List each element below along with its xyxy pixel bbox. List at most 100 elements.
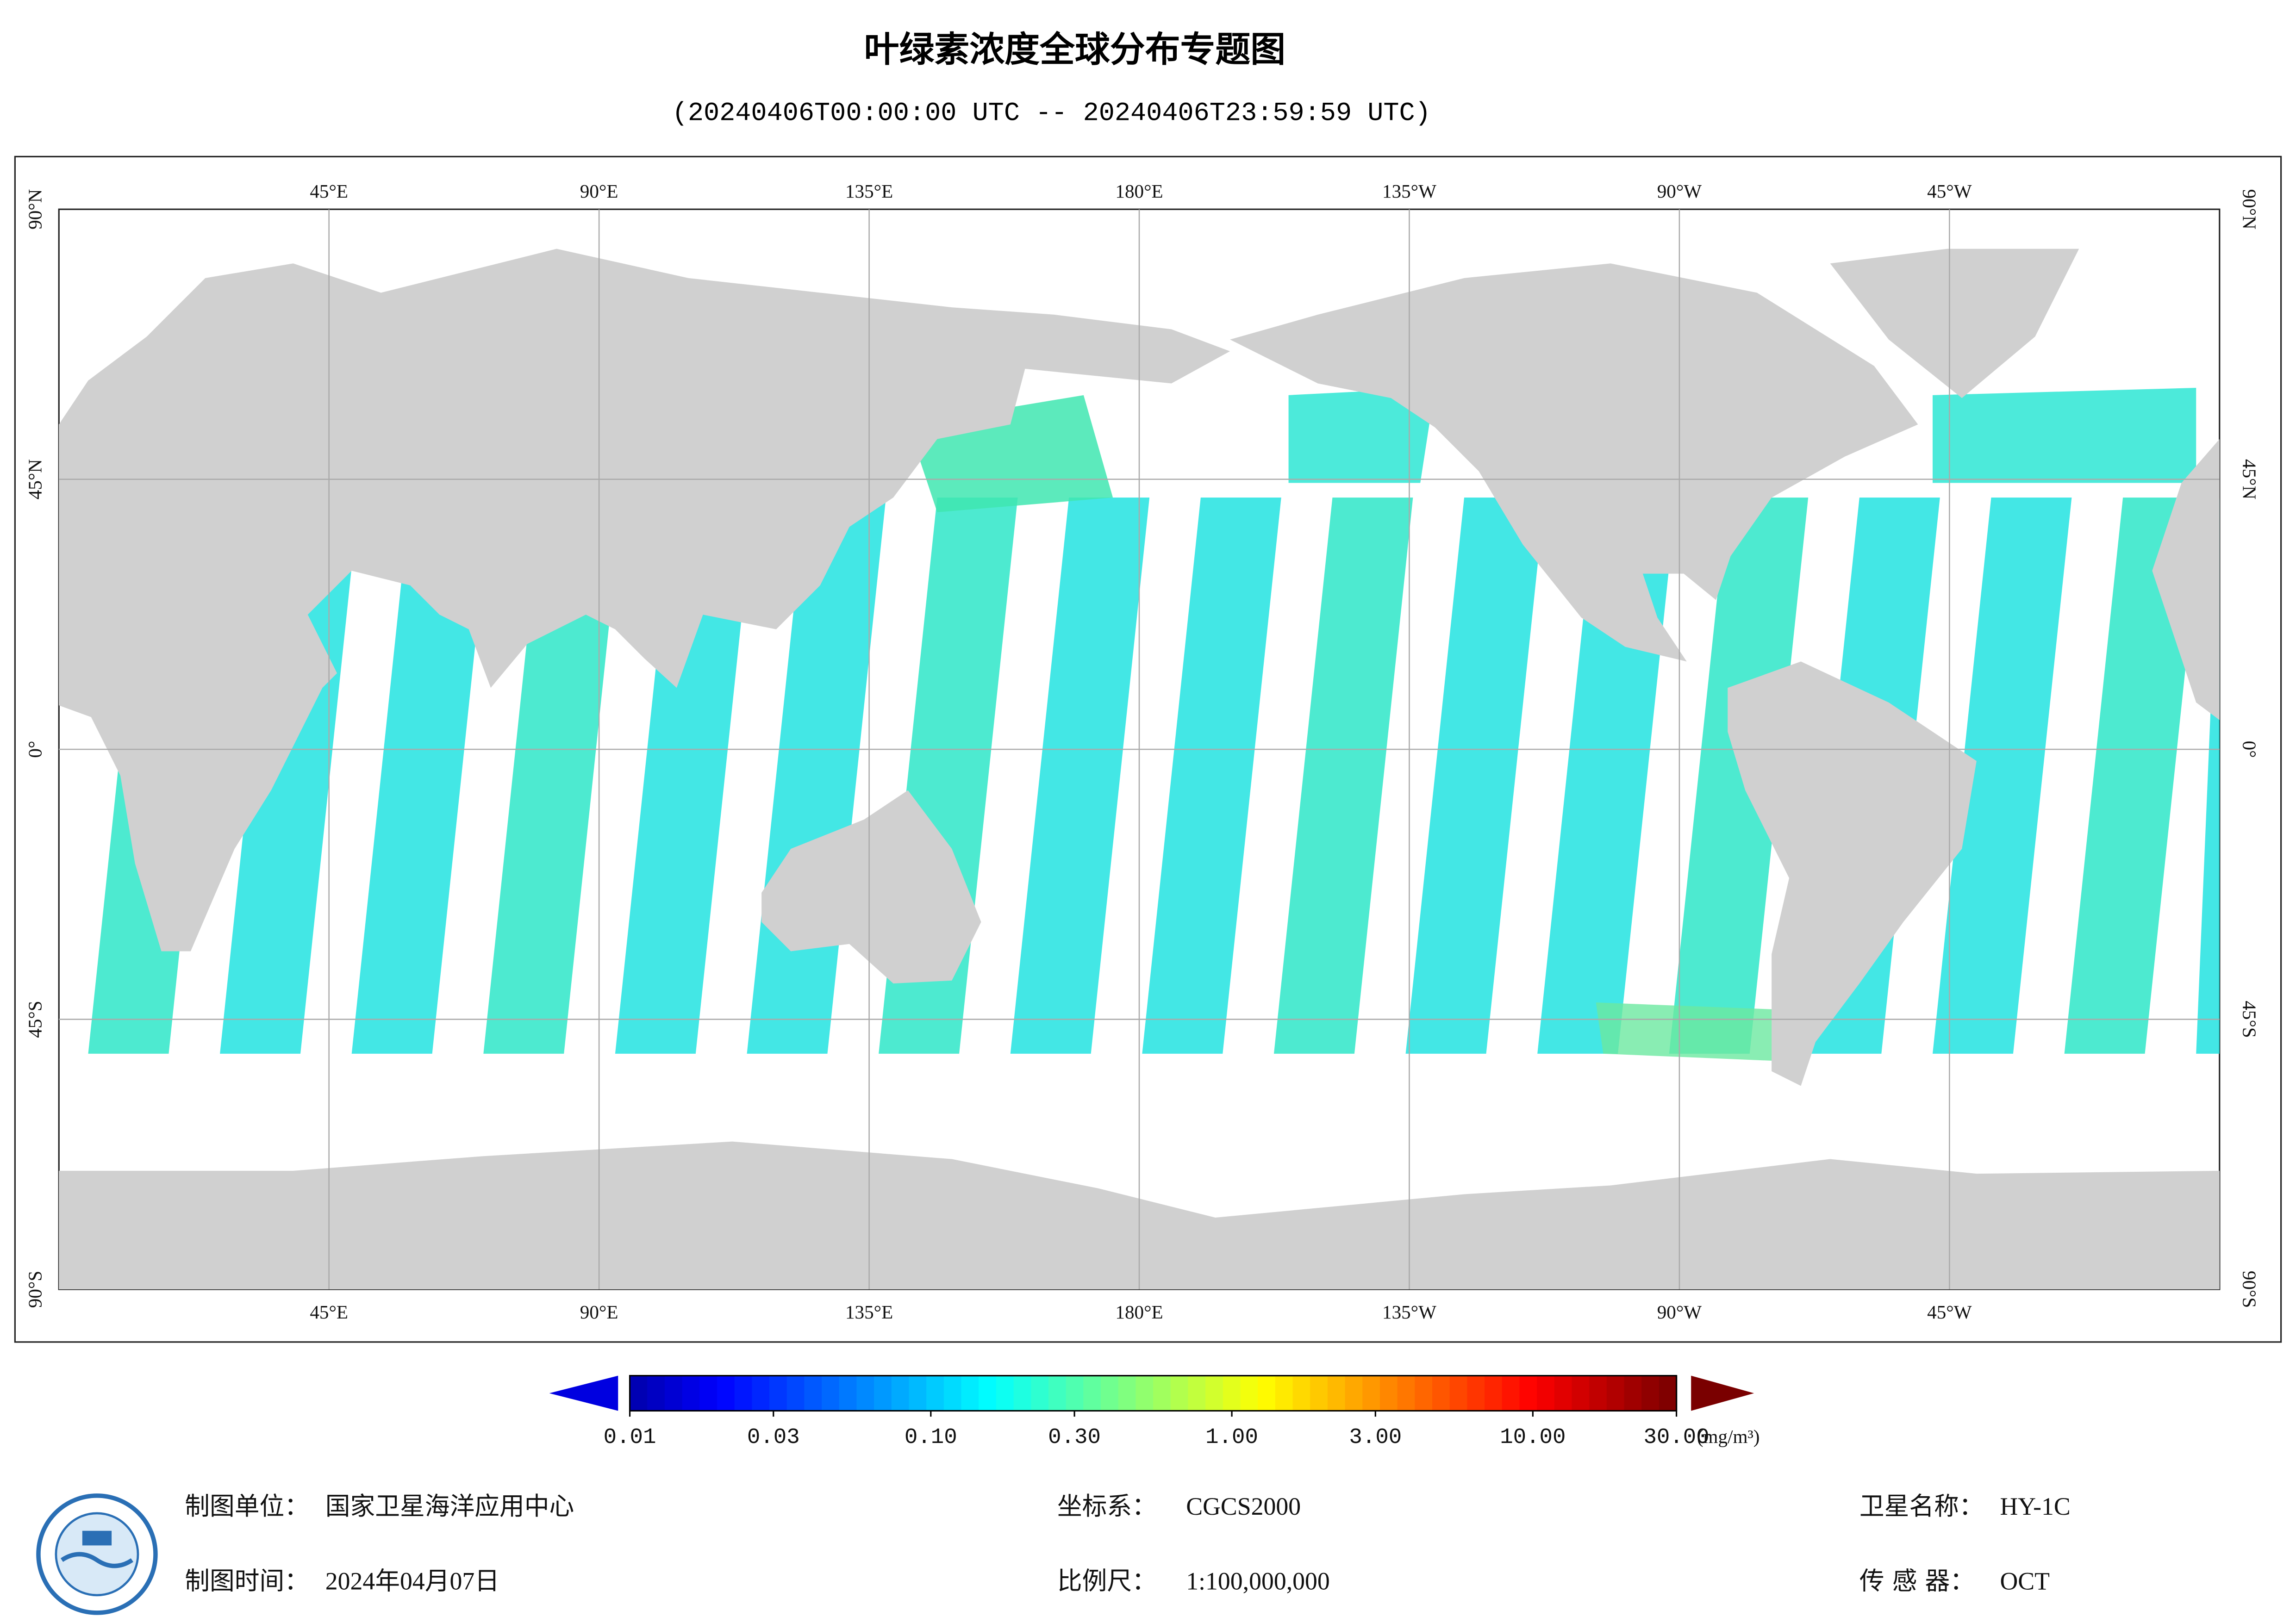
lon-label: 180°E <box>1115 180 1163 202</box>
map: 45°E 45°E 90°E 90°E 135°E 135°E 180°E 180°E 135°… <box>24 180 2260 1323</box>
colorbar-cell <box>1031 1375 1049 1411</box>
footer-label: 坐标系： <box>1057 1492 1157 1521</box>
colorbar-cell <box>1136 1375 1154 1411</box>
colorbar-cell <box>1572 1375 1590 1411</box>
ocean-swath <box>2064 497 2204 1054</box>
colorbar-cell <box>874 1375 892 1411</box>
colorbar-border <box>629 1374 1678 1412</box>
lat-label: 90°N <box>2239 189 2260 230</box>
title: 叶绿素浓度全球分布专题图 <box>864 29 1286 70</box>
colorbar-cell <box>1310 1375 1329 1411</box>
colorbar-cell <box>1485 1375 1503 1411</box>
ocean-swath <box>1932 497 2072 1054</box>
colorbar-cell <box>1659 1375 1678 1411</box>
ocean-swath <box>483 497 623 1054</box>
colorbar-under <box>549 1375 618 1411</box>
colorbar-cell <box>699 1375 718 1411</box>
colorbar-cell <box>1606 1375 1625 1411</box>
colorbar-cell <box>1397 1375 1416 1411</box>
colorbar-cell <box>1554 1375 1573 1411</box>
ocean-swath <box>220 497 359 1054</box>
colorbar-cell <box>804 1375 823 1411</box>
lon-label: 45°W <box>1927 180 1972 202</box>
lon-label: 90°W <box>1657 180 1702 202</box>
colorbar-cell <box>664 1375 683 1411</box>
lon-label: 135°W <box>1382 180 1436 202</box>
ocean-swath <box>351 497 491 1054</box>
colorbar-cell <box>1153 1375 1172 1411</box>
colorbar-cell <box>996 1375 1015 1411</box>
lat-label: 45°N <box>2239 459 2260 499</box>
colorbar-cell <box>1118 1375 1136 1411</box>
footer-label: 传 感 器： <box>1859 1566 1975 1595</box>
ocean-swath <box>1010 497 1150 1054</box>
colorbar-cell <box>926 1375 945 1411</box>
colorbar-cell <box>1083 1375 1102 1411</box>
colorbar-cell <box>1519 1375 1538 1411</box>
colorbar-over <box>1691 1375 1754 1411</box>
colorbar-cell <box>1537 1375 1555 1411</box>
colorbar-cell <box>1188 1375 1206 1411</box>
lon-label: 135°W <box>1382 1301 1436 1323</box>
colorbar-cell <box>1223 1375 1242 1411</box>
ocean-swath <box>1669 497 1809 1054</box>
colorbar-cell <box>1502 1375 1521 1411</box>
logo <box>36 1493 158 1615</box>
ocean-swath <box>615 497 755 1054</box>
colorbar-tick-label: 0.03 <box>747 1425 800 1450</box>
colorbar-cell <box>839 1375 858 1411</box>
lon-label: 90°W <box>1657 1301 1702 1323</box>
footer-value: 国家卫星海洋应用中心 <box>325 1492 574 1520</box>
colorbar-cell <box>734 1375 753 1411</box>
footer-value: 1:100,000,000 <box>1186 1567 1330 1595</box>
colorbar-cell <box>1013 1375 1032 1411</box>
colorbar-unit: (mg/m³) <box>1697 1426 1760 1448</box>
lat-label: 0° <box>24 741 45 758</box>
colorbar-tick-label: 10.00 <box>1500 1425 1566 1450</box>
colorbar-cell <box>1066 1375 1084 1411</box>
lat-label: 45°S <box>24 1001 45 1038</box>
colorbar-cell <box>1641 1375 1660 1411</box>
lon-label: 45°E <box>310 180 348 202</box>
lat-label: 45°N <box>24 459 45 499</box>
footer-value: 2024年04月07日 <box>325 1567 499 1595</box>
colorbar-cell <box>1258 1375 1276 1411</box>
colorbar-cell <box>1327 1375 1346 1411</box>
colorbar-cell <box>647 1375 666 1411</box>
ocean-swath <box>1596 1002 1786 1061</box>
footer-value: HY-1C <box>2000 1492 2070 1520</box>
ocean-swath <box>1405 497 1545 1054</box>
ocean-swath <box>1288 388 1435 483</box>
lat-label: 90°S <box>2239 1271 2260 1308</box>
colorbar-cell <box>682 1375 700 1411</box>
colorbar-tick-label: 3.00 <box>1349 1425 1402 1450</box>
colorbar-cell <box>717 1375 736 1411</box>
colorbar-cell <box>1240 1375 1259 1411</box>
colorbar-cell <box>1275 1375 1294 1411</box>
colorbar-cell <box>1205 1375 1224 1411</box>
footer-value: OCT <box>2000 1567 2050 1595</box>
lat-label: 90°N <box>24 189 45 230</box>
colorbar-tick-label: 0.10 <box>905 1425 957 1450</box>
colorbar-cell <box>1101 1375 1119 1411</box>
colorbar-cell <box>856 1375 875 1411</box>
colorbar-cell <box>1345 1375 1363 1411</box>
colorbar-cell <box>943 1375 962 1411</box>
colorbar-cell <box>1467 1375 1485 1411</box>
lon-label: 45°E <box>310 1301 348 1323</box>
colorbar-cell <box>822 1375 840 1411</box>
colorbar-cell <box>786 1375 805 1411</box>
lon-label: 135°E <box>845 1301 893 1323</box>
colorbar-cell <box>1379 1375 1398 1411</box>
land <box>59 249 1230 951</box>
lat-label: 0° <box>2239 741 2260 758</box>
colorbar-cell <box>1432 1375 1451 1411</box>
lon-label: 135°E <box>845 180 893 202</box>
land <box>1830 249 2079 398</box>
lon-label: 90°E <box>580 180 618 202</box>
footer-label: 制图单位： <box>185 1492 309 1521</box>
colorbar-cell <box>752 1375 770 1411</box>
footer-label: 制图时间： <box>185 1566 309 1595</box>
